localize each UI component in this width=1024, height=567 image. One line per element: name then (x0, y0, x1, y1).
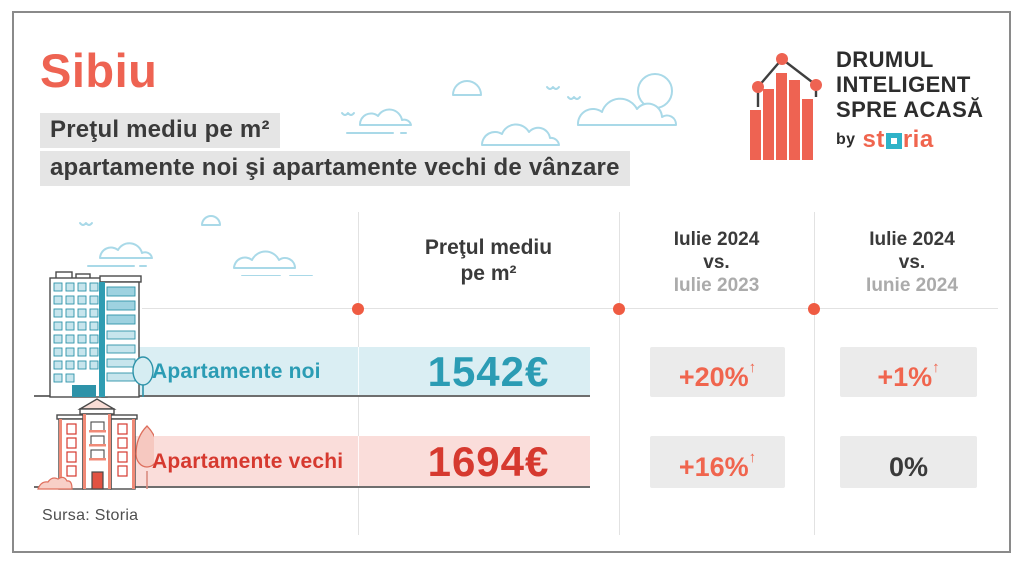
cloud-icon (576, 97, 677, 126)
cloud-dome-icon (201, 215, 221, 226)
logo-text-line3: SPRE ACASĂ (836, 97, 984, 122)
bird-icon (341, 112, 355, 116)
ground-line-1 (34, 395, 590, 397)
yoy-change-new: +20%↑ (650, 347, 785, 397)
infographic-card: Sibiu Preţul mediu pe m² apartamente noi… (12, 11, 1011, 553)
logo-byline: by st ria (836, 127, 983, 152)
divider-dot-icon (808, 303, 820, 315)
bird-icon (546, 86, 560, 90)
mom-change-old: 0% (840, 436, 977, 488)
band-divider-overlay (358, 436, 359, 488)
price-old: 1694€ (427, 438, 550, 485)
divider-dot-icon (352, 303, 364, 315)
logo-text-line2: INTELIGENT (836, 72, 971, 97)
price-new: 1542€ (427, 348, 550, 395)
row-band-old (135, 436, 590, 488)
yoy-change-old: +16%↑ (650, 436, 785, 488)
column-divider-2 (619, 212, 620, 535)
cloud-icon (358, 108, 412, 126)
storia-wordmark: st ria (862, 126, 934, 153)
column-header-mom: Iulie 2024 vs. Iunie 2024 (866, 229, 958, 296)
buildings-illustration (37, 271, 154, 490)
mom-change-new: +1%↑ (840, 347, 977, 397)
by-label: by (836, 131, 856, 148)
cloud-icon (480, 123, 560, 146)
row-label-new: Apartamente noi (152, 360, 321, 383)
logo-text-line1: DRUMUL (836, 47, 934, 72)
brand-logo: DRUMUL INTELIGENT SPRE ACASĂ by st ria (836, 47, 983, 152)
up-arrow-icon: ↑ (932, 359, 940, 376)
cloud-icon (233, 250, 296, 269)
source-label: Sursa: Storia (42, 507, 139, 524)
column-header-yoy: Iulie 2024 vs. Iulie 2023 (673, 229, 760, 296)
cloud-icon (99, 242, 153, 259)
pink-tree-icon (135, 425, 154, 489)
column-divider-3 (814, 212, 815, 535)
subtitle-line-2: apartamente noi şi apartamente vechi de … (40, 151, 630, 186)
column-header-price: Preţul mediu pe m² (424, 236, 553, 285)
up-arrow-icon: ↑ (748, 449, 757, 466)
band-divider-overlay (358, 347, 359, 397)
row-label-old: Apartamente vechi (152, 450, 344, 473)
bird-icon (79, 222, 93, 226)
divider-dot-icon (613, 303, 625, 315)
sun-icon (637, 73, 673, 109)
subtitle-line-1: Preţul mediu pe m² (40, 113, 280, 148)
teal-tree-icon (132, 356, 154, 397)
ground-line-2 (34, 486, 590, 488)
row-band-new (135, 347, 590, 397)
subtitle: Preţul mediu pe m² apartamente noi şi ap… (40, 113, 630, 189)
house-bar-chart-icon (750, 53, 822, 160)
bird-icon (567, 96, 581, 100)
header-divider (142, 308, 998, 309)
old-building-icon (56, 398, 138, 490)
cloud-dome-icon (452, 80, 482, 96)
up-arrow-icon: ↑ (748, 359, 757, 376)
page-title: Sibiu (40, 44, 158, 97)
storia-square-icon (885, 132, 902, 149)
bush-icon (37, 476, 73, 490)
